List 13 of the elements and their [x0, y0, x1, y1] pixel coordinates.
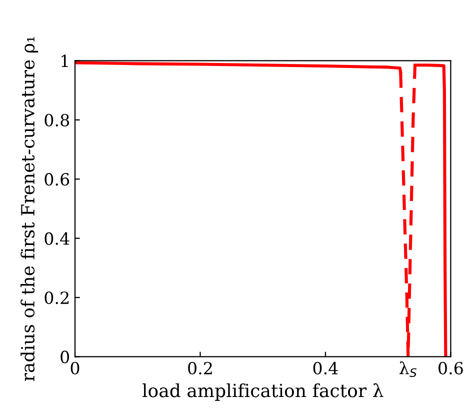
x-tick-label: λ$_{S}$ — [399, 361, 417, 378]
y-tick-label: 0.6 — [44, 173, 70, 186]
y-tick-label: 0.2 — [44, 291, 69, 304]
y-tick-label: 0 — [60, 350, 70, 364]
y-tick-label: 0.8 — [44, 114, 70, 126]
x-axis-title: load amplification factor λ — [142, 383, 384, 401]
x-tick-label: 0 — [70, 362, 80, 374]
y-axis-title: radius of the first Frenet-curvature ρ₁ — [20, 37, 38, 382]
x-tick-label: 0.4 — [313, 362, 338, 374]
y-tick-label: 1 — [62, 54, 68, 68]
y-tick-label: 0.4 — [44, 232, 70, 245]
x-tick-label: 0.6 — [438, 362, 463, 374]
x-tick-label: 0.2 — [188, 362, 212, 374]
